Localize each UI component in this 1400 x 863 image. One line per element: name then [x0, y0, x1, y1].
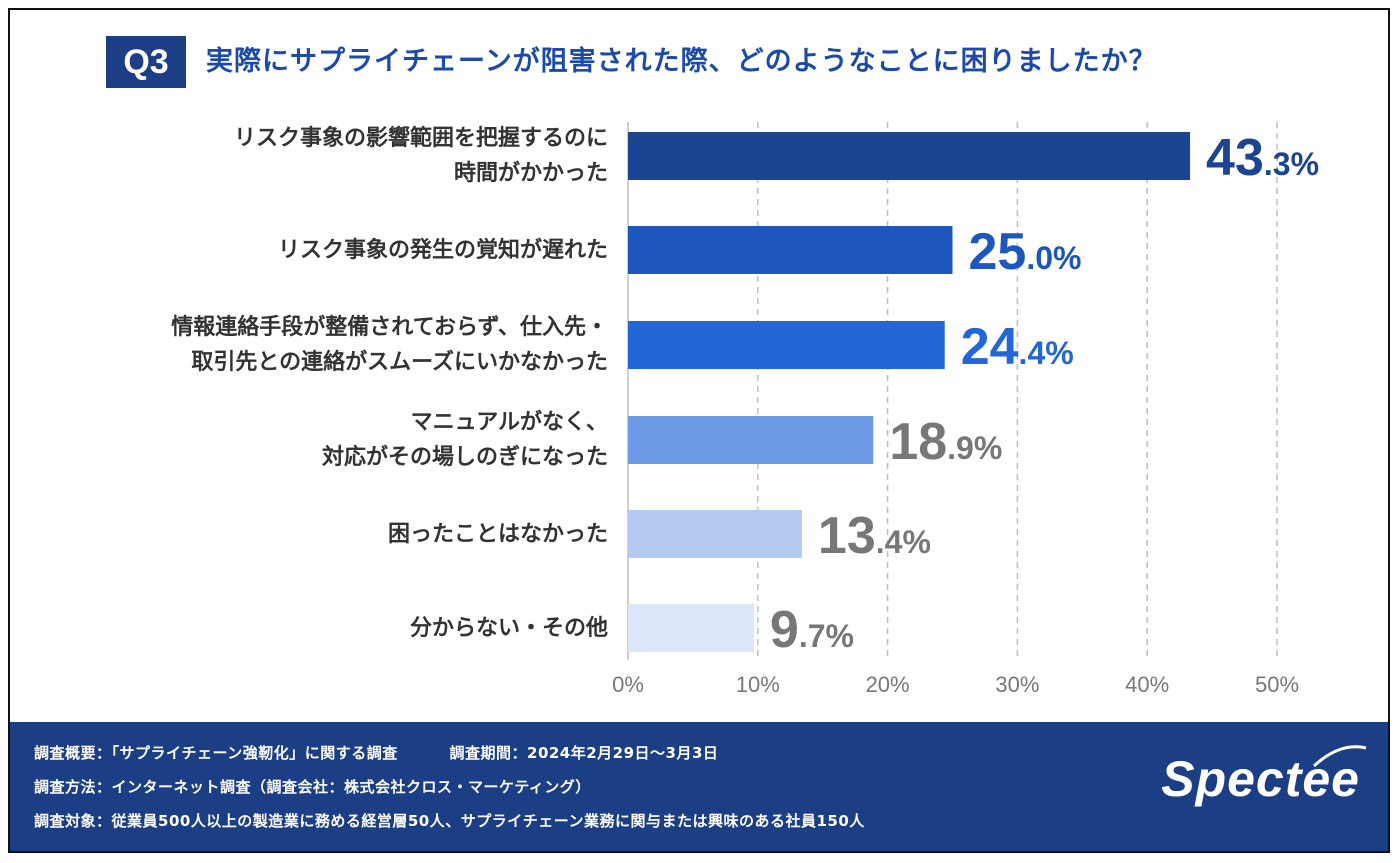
x-tick-label: 30% [995, 672, 1039, 697]
survey-overview: 調査概要：「サプライチェーン強靭化」に関する調査 [34, 744, 398, 762]
survey-period: 調査期間：2024年2月29日〜3月3日 [449, 744, 719, 762]
data-label: 13.4% [818, 507, 931, 565]
data-label: 25.0% [969, 223, 1082, 281]
survey-target: 調査対象：従業員500人以上の製造業に務める経営層50人、サプライチェーン業務に… [34, 812, 865, 830]
survey-method: 調査方法：インターネット調査（調査会社：株式会社クロス・マーケティング） [34, 778, 591, 796]
data-label: 9.7% [770, 601, 854, 659]
bar [628, 321, 945, 369]
bar [628, 510, 802, 558]
category-label-line: 分からない・その他 [409, 615, 608, 641]
category-label: リスク事象の影響範囲を把握するのに時間がかかった [234, 121, 608, 191]
category-label: リスク事象の発生の覚知が遅れた [278, 233, 608, 268]
category-label-line: 情報連絡手段が整備されておらず、仕入先・ [171, 315, 608, 340]
category-label-line: リスク事象の影響範囲を把握するのに [233, 126, 608, 151]
category-label-line: リスク事象の発生の覚知が遅れた [277, 237, 608, 263]
category-label: 分からない・その他 [410, 611, 608, 646]
category-label: 情報連絡手段が整備されておらず、仕入先・取引先との連絡がスムーズにいかなかった [171, 310, 608, 380]
data-label: 43.3% [1206, 129, 1319, 187]
category-label: 困ったことはなかった [388, 517, 608, 552]
category-label-line: マニュアルがなく、 [410, 410, 608, 435]
spectee-logo: Spectee [1161, 751, 1360, 807]
logo-wave-icon [1312, 745, 1367, 768]
category-label-line: 時間がかかった [453, 161, 608, 186]
data-label: 18.9% [889, 413, 1002, 471]
data-label: 24.4% [961, 318, 1074, 376]
bar [628, 604, 754, 652]
question-title: 実際にサプライチェーンが阻害された際、どのようなことに困りましたか？ [206, 46, 1157, 77]
bar [628, 226, 953, 274]
bar-chart: 0% 10% 20% 30% 40% 50% 43.3% 25.0% 24.4% 18.9% 13.… [612, 122, 1319, 697]
x-tick-label: 20% [866, 672, 910, 697]
x-tick-label: 40% [1125, 672, 1169, 697]
category-label-line: 取引先との連絡がスムーズにいかなかった [191, 350, 608, 375]
bar [628, 132, 1191, 180]
question-badge: Q3 [106, 36, 186, 88]
bar [628, 416, 874, 464]
x-tick-label: 0% [612, 672, 644, 697]
category-label: マニュアルがなく、対応がその場しのぎになった [322, 405, 608, 475]
x-tick-label: 10% [736, 672, 780, 697]
category-label-line: 対応がその場しのぎになった [321, 445, 608, 470]
x-tick-label: 50% [1255, 672, 1299, 697]
survey-overview-line: 調査概要：「サプライチェーン強靭化」に関する調査 調査期間：2024年2月29日… [34, 742, 718, 763]
category-label-line: 困ったことはなかった [387, 521, 608, 547]
survey-footer: 調査概要：「サプライチェーン強靭化」に関する調査 調査期間：2024年2月29日… [8, 722, 1390, 853]
